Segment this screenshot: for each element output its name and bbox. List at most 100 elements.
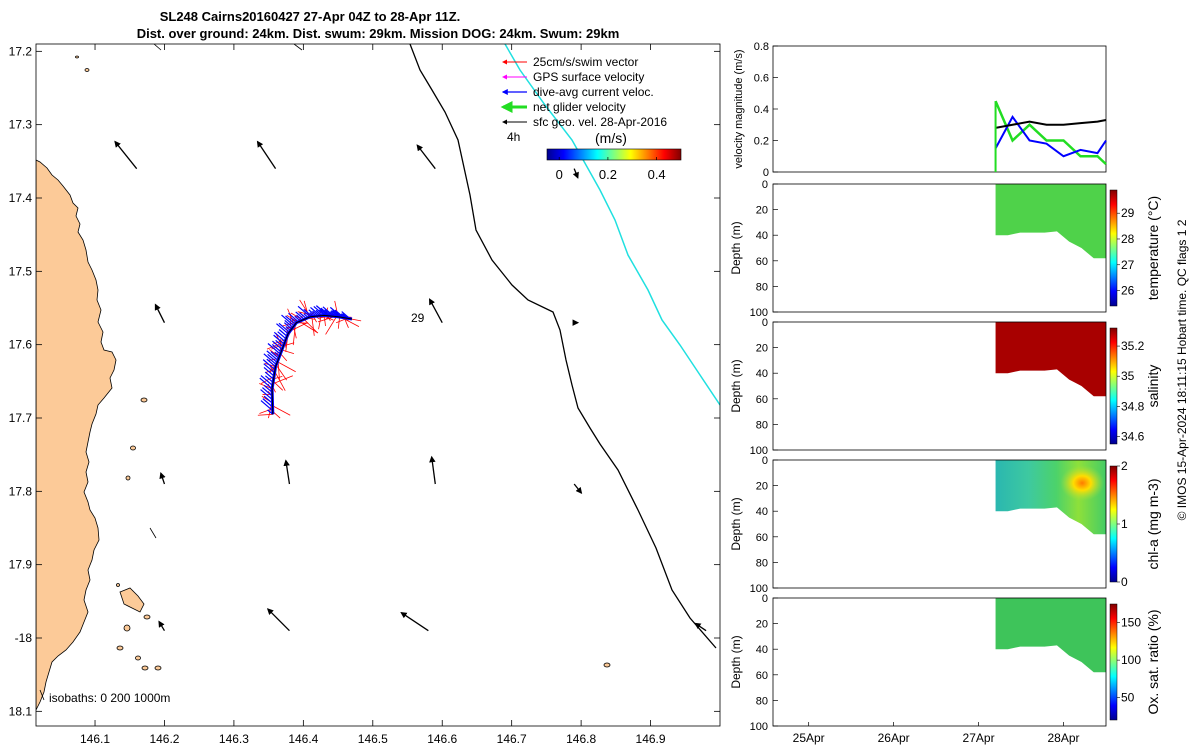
lon-tick-label: 146.3 xyxy=(219,732,249,746)
current-vector xyxy=(272,340,283,350)
current-vector xyxy=(277,331,287,340)
depth-tick-label: 60 xyxy=(756,532,768,544)
cbar-tick-label: 34.8 xyxy=(1121,399,1145,413)
swim-vector xyxy=(325,316,337,335)
island xyxy=(119,587,145,613)
current-vector xyxy=(276,323,289,335)
swim-vector xyxy=(311,316,315,336)
swim-vector xyxy=(277,361,296,373)
current-vector xyxy=(281,314,295,327)
section-ylabel: Depth (m) xyxy=(729,221,743,274)
lat-tick-label: 17.5 xyxy=(9,264,33,278)
geo-vector xyxy=(266,608,290,632)
island xyxy=(116,645,124,651)
current-vector xyxy=(262,398,273,408)
glider-track-group xyxy=(257,299,362,419)
current-vector xyxy=(266,350,279,361)
legend-diveavg-label: dive-avg current veloc. xyxy=(533,85,654,99)
lon-tick-label: 146.2 xyxy=(149,732,179,746)
geo-vector xyxy=(114,140,138,170)
section-colorbar xyxy=(1109,189,1118,307)
legend-swim-label: 25cm/s/swim vector xyxy=(533,55,638,69)
velocity-ylabel: velocity magnitude (m/s) xyxy=(733,49,745,168)
cbar-label: Ox. sat. ratio (%) xyxy=(1145,609,1161,714)
section-axes-box xyxy=(772,597,1107,727)
current-vector xyxy=(260,400,274,412)
cbar-tick-label: 34.6 xyxy=(1121,429,1145,443)
depth-tick-label: 60 xyxy=(756,670,768,682)
current-vector xyxy=(285,315,296,325)
current-vector xyxy=(273,334,285,345)
island xyxy=(75,55,79,59)
current-vector xyxy=(262,387,273,397)
map-lat-ticks: 17.2 17.3 17.4 17.5 17.6 17.7 17.8 17.9 -18 18.1 xyxy=(9,44,720,718)
section-fill-temperature xyxy=(995,184,1106,259)
depth-tick-label: 0 xyxy=(762,455,768,467)
lat-tick-label: 17.3 xyxy=(9,118,33,132)
section-oxygen: 0 20 40 60 80 100 Depth (m) 50 100 150 Ox. sat. ra… xyxy=(729,593,1161,733)
isobath-200 xyxy=(409,44,717,649)
island xyxy=(143,614,151,620)
lat-tick-label: 17.6 xyxy=(9,338,33,352)
depth-tick-label: 100 xyxy=(750,307,768,319)
colorbar-tick-label: 0 xyxy=(556,167,563,182)
depth-tick-label: 40 xyxy=(756,506,768,518)
geo-vector xyxy=(154,303,166,323)
swim-vector xyxy=(303,319,318,333)
map-axes-box xyxy=(35,43,721,727)
cbar-tick-label: 100 xyxy=(1121,653,1141,667)
current-vector xyxy=(284,319,294,328)
isobaths-label: isobaths: 0 200 1000m xyxy=(49,691,170,705)
depth-tick-label: 100 xyxy=(750,583,768,595)
velocity-series xyxy=(994,114,1107,158)
right-panels: 0 0.2 0.4 0.6 0.8 velocity magnitude (m/s) 0… xyxy=(729,41,1189,745)
current-vector xyxy=(263,366,275,377)
swim-vector xyxy=(299,321,319,334)
coastline-land xyxy=(36,159,117,711)
cbar-tick-label: 2 xyxy=(1121,459,1128,473)
island xyxy=(84,68,90,72)
depth-tick-label: 0 xyxy=(762,179,768,191)
section-ylabel: Depth (m) xyxy=(729,635,743,688)
geo-vector xyxy=(694,622,707,632)
lat-tick-label: 17.9 xyxy=(9,558,33,572)
section-axes-box xyxy=(772,459,1107,589)
contour-label: 29 xyxy=(411,311,425,325)
section-colorbar xyxy=(1109,603,1118,721)
lat-tick-label: 17.4 xyxy=(9,191,33,205)
velocity-series xyxy=(994,100,1107,166)
cbar-tick-label: 35.2 xyxy=(1121,339,1145,353)
current-vector xyxy=(271,343,282,353)
lon-tick-label: 146.4 xyxy=(288,732,318,746)
current-vector xyxy=(263,363,275,374)
section-temperature: 0 20 40 60 80 100 Depth (m) 26 27 28 29 temperature… xyxy=(729,179,1161,319)
depth-tick-label: 40 xyxy=(756,644,768,656)
lat-tick-label: -18 xyxy=(15,631,33,645)
legend-geo-label: sfc geo. vel. 28-Apr-2016 xyxy=(533,115,667,129)
section-chla: 0 20 40 60 80 100 Depth (m) 0 1 2 chl-a (mg m-3) xyxy=(729,455,1161,595)
map-panel: 29 146.1 146.2 146.3 146.4 146.5 146.6 146.7 14… xyxy=(9,43,721,746)
vel-ytick-label: 0.4 xyxy=(754,104,769,116)
lat-tick-label: 17.7 xyxy=(9,411,33,425)
island xyxy=(130,445,136,451)
swim-vector xyxy=(272,375,293,385)
swim-vector xyxy=(269,349,280,358)
cbar-tick-label: 29 xyxy=(1121,206,1135,220)
section-colorbar xyxy=(1109,327,1118,445)
cbar-tick-label: 27 xyxy=(1121,258,1135,272)
lon-tick-label: 146.7 xyxy=(497,732,527,746)
geo-vector xyxy=(416,144,436,170)
section-ylabel: Depth (m) xyxy=(729,359,743,412)
current-vector xyxy=(267,353,278,363)
geo-vector xyxy=(158,620,166,632)
current-vector xyxy=(260,375,273,386)
island xyxy=(141,665,149,671)
copyright-text: © IMOS 15-Apr-2024 18:11:15 Hobart time.… xyxy=(1175,219,1189,520)
current-vector xyxy=(278,322,290,333)
depth-tick-label: 40 xyxy=(756,230,768,242)
swim-vector xyxy=(275,364,287,381)
depth-tick-label: 80 xyxy=(756,695,768,707)
current-vector xyxy=(278,329,288,337)
vel-ytick-label: 0.2 xyxy=(754,136,769,148)
current-vector xyxy=(264,371,274,380)
